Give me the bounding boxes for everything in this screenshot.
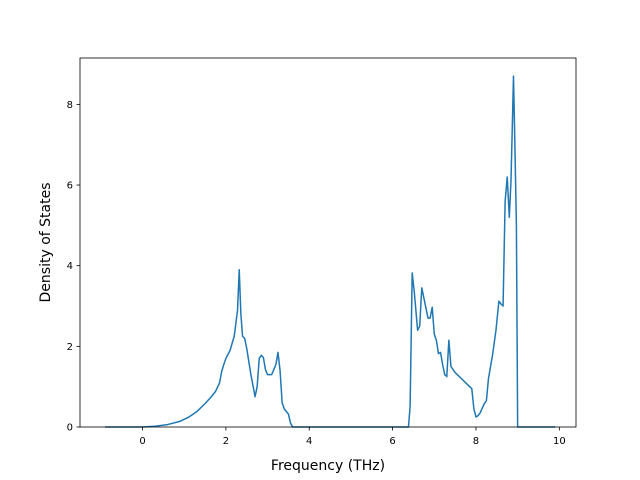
x-tick-label: 0 (139, 436, 145, 447)
x-tick-label: 8 (473, 436, 479, 447)
x-tick-label: 4 (306, 436, 312, 447)
x-tick-label: 2 (223, 436, 229, 447)
y-tick-label: 4 (67, 261, 73, 272)
y-tick-label: 0 (67, 423, 73, 434)
plot-area (105, 75, 556, 428)
axes-frame (79, 57, 577, 428)
x-axis-label: Frequency (THz) (271, 458, 385, 474)
y-axis-ticks: 0 2 4 6 8 (67, 100, 80, 434)
x-axis-ticks: 0 2 4 6 8 10 (139, 427, 566, 447)
y-tick-label: 8 (67, 100, 73, 111)
x-tick-label: 6 (389, 436, 395, 447)
dos-series-line (105, 75, 556, 428)
y-tick-label: 2 (67, 342, 73, 353)
y-axis-label: Density of States (38, 183, 54, 303)
y-tick-label: 6 (67, 181, 73, 192)
x-tick-label: 10 (553, 436, 566, 447)
